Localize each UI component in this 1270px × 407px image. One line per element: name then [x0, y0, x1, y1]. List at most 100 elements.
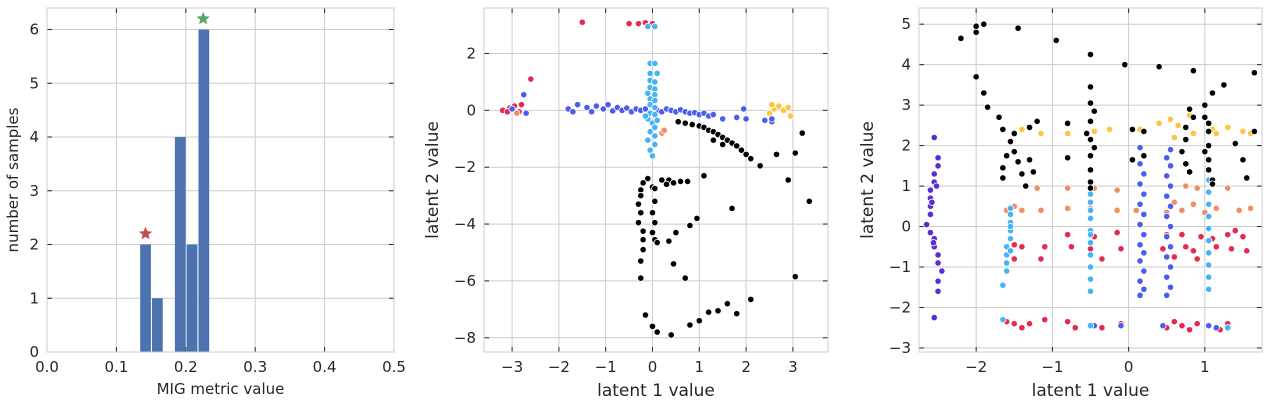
scatter-point [1224, 324, 1232, 332]
y-tick-label: 4 [901, 56, 911, 74]
scatter-point [1185, 105, 1194, 113]
scatter-point [651, 59, 659, 68]
y-tick-label: −2 [889, 298, 911, 316]
scatter-point [1086, 99, 1095, 107]
scatter-point [999, 125, 1007, 134]
scatter-point [1163, 212, 1171, 221]
scatter-point [648, 209, 657, 217]
scatter-point [648, 322, 657, 331]
scatter-point [1018, 206, 1026, 214]
scatter-point [1086, 166, 1095, 174]
scatter-point [1064, 204, 1072, 212]
scatter-point [1086, 231, 1095, 239]
y-tick-label: 2 [29, 236, 39, 254]
scatter-point [648, 152, 657, 160]
scatter-point [1163, 192, 1171, 200]
scatter-point [1014, 24, 1022, 32]
scatter-point [1037, 129, 1045, 138]
scatter-point [983, 103, 992, 111]
scatter-point [805, 197, 813, 205]
scatter-point [1212, 129, 1220, 138]
scatter-point [1239, 156, 1247, 164]
scatter-point [681, 274, 689, 282]
y-tick-label: 3 [29, 182, 39, 200]
scatter-point [786, 112, 795, 120]
scatter-point [1136, 144, 1144, 152]
scatter-point [1155, 119, 1163, 127]
x-tick-label: 1 [695, 358, 705, 376]
scatter-point [1086, 190, 1095, 198]
x-tick-label: −3 [501, 358, 523, 376]
scatter-point [1136, 160, 1144, 168]
scatter-point [1205, 322, 1213, 330]
scatter-point [1163, 291, 1171, 299]
y-tick-label: 2 [466, 44, 476, 62]
scatter-point [1170, 318, 1178, 326]
scatter-point [747, 295, 755, 304]
scatter-point [1086, 245, 1095, 253]
scatter-point [930, 133, 938, 142]
plot-area [47, 8, 394, 352]
scatter-point [1178, 206, 1186, 214]
scatter-point [1140, 249, 1148, 257]
scatter-point [1064, 318, 1072, 326]
scatter-point [1025, 156, 1034, 164]
scatter-point [1006, 210, 1015, 218]
scatter-point [728, 204, 736, 213]
scatter-point [1174, 121, 1182, 129]
scatter-point [637, 257, 645, 265]
scatter-point [1090, 144, 1098, 152]
scatter-point [651, 140, 659, 149]
x-tick-label: 3 [788, 358, 798, 376]
scatter-point [1064, 129, 1072, 138]
scatter-point [1163, 273, 1171, 281]
scatter-point [1018, 243, 1026, 251]
scatter-point [520, 91, 528, 99]
scatter-point [578, 18, 586, 26]
scatter-point [934, 162, 942, 170]
scatter-point [1006, 247, 1015, 255]
scatter-point [1140, 190, 1148, 198]
scatter-point [1033, 117, 1041, 125]
scatter-point [1185, 168, 1194, 176]
y-tick-label: 2 [901, 137, 911, 155]
scatter-point [1010, 320, 1018, 328]
scatter-point [756, 162, 764, 170]
scatter-point [775, 102, 783, 110]
scatter-point [1193, 184, 1201, 192]
scatter-middle-y-axis-label: latent 2 value [423, 121, 443, 239]
scatter-point [641, 311, 650, 319]
scatter-point [1025, 320, 1034, 328]
scatter-point [639, 246, 647, 254]
scatter-point [1250, 69, 1258, 77]
scatter-point [693, 214, 701, 222]
scatter-point [1064, 184, 1072, 192]
scatter-point [972, 22, 980, 30]
scatter-point [639, 227, 647, 235]
scatter-point [651, 197, 659, 205]
scatter-point [653, 116, 661, 124]
scatter-point [995, 113, 1003, 121]
scatter-point [1224, 123, 1232, 131]
scatter-point [660, 126, 668, 134]
scatter-point [625, 20, 633, 28]
scatter-point [588, 108, 596, 116]
scatter-point [688, 120, 696, 129]
scatter-point [1029, 168, 1037, 176]
y-tick-label: 5 [29, 74, 39, 92]
scatter-point [957, 34, 965, 42]
scatter-point [723, 300, 731, 308]
scatter-point [980, 89, 988, 97]
x-tick-label: 0.2 [174, 358, 198, 376]
scatter-point [583, 103, 591, 112]
scatter-right-points [923, 20, 1258, 334]
scatter-point [714, 307, 722, 315]
scatter-point [669, 260, 678, 268]
scatter-point [1086, 178, 1095, 186]
x-tick-label: 0.3 [243, 358, 267, 376]
scatter-point [1205, 261, 1213, 269]
histogram-bar [174, 137, 186, 352]
scatter-point [651, 132, 659, 140]
scatter-point [928, 198, 936, 206]
scatter-point [1010, 241, 1018, 249]
